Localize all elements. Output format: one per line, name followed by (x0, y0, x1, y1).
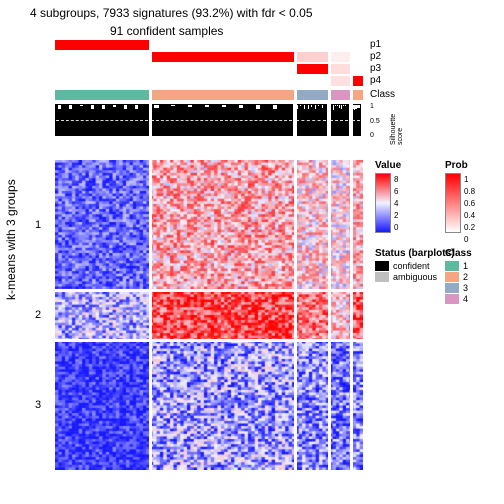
anno-track-p3 (55, 64, 363, 74)
anno-label-p2: p2 (370, 51, 381, 62)
row-label-3: 3 (35, 399, 41, 411)
anno-track-p4 (55, 76, 363, 86)
anno-track-p2 (55, 52, 363, 62)
legend-class: Class1234 (445, 248, 472, 305)
row-label-1: 1 (35, 219, 41, 231)
anno-label-p3: p3 (370, 63, 381, 74)
silhouette-tick-0: 0 (370, 132, 374, 139)
heatmap-panel (55, 160, 363, 470)
legend-value: Value86420 (375, 160, 401, 233)
anno-label-p1: p1 (370, 39, 381, 50)
silhouette-track (55, 104, 363, 136)
y-axis-label: k-means with 3 groups (4, 179, 18, 300)
figure-subtitle: 91 confident samples (110, 24, 223, 38)
anno-track-Class (55, 90, 363, 100)
figure-root: 4 subgroups, 7933 signatures (93.2%) wit… (0, 0, 504, 504)
silhouette-tick-1: 1 (370, 103, 374, 110)
anno-label-p4: p4 (370, 75, 381, 86)
legend-prob: Prob10.80.60.40.20 (445, 160, 468, 233)
silhouette-tick-05: 0.5 (370, 118, 380, 125)
figure-title: 4 subgroups, 7933 signatures (93.2%) wit… (30, 6, 313, 20)
silhouette-label: Silhouettescore (390, 114, 404, 145)
row-label-2: 2 (35, 309, 41, 321)
legend-status-barplots-: Status (barplots)confidentambiguous (375, 248, 454, 283)
anno-track-p1 (55, 40, 363, 50)
heatmap-canvas (55, 160, 363, 470)
anno-label-Class: Class (370, 89, 395, 100)
